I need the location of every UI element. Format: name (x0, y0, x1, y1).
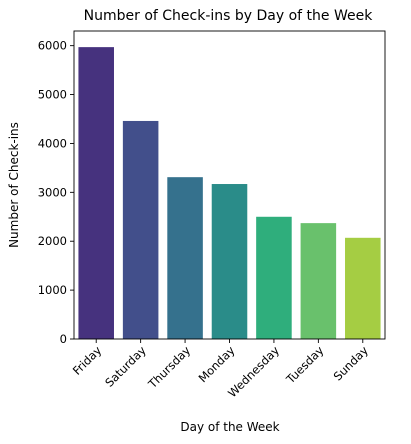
y-tick-label: 0 (60, 332, 67, 346)
y-tick-label: 6000 (38, 39, 67, 53)
y-tick-label: 2000 (38, 234, 67, 248)
bar-thursday (167, 177, 203, 339)
y-axis-ticks: 0 1000 2000 3000 4000 5000 6000 (38, 39, 74, 346)
y-axis-label: Number of Check-ins (7, 122, 21, 248)
bar-tuesday (300, 223, 337, 339)
bar-saturday (122, 120, 159, 339)
chart-title: Number of Check-ins by Day of the Week (84, 8, 374, 24)
bar-sunday (345, 237, 381, 339)
x-tick-label: Sunday (331, 343, 371, 383)
x-axis-label: Day of the Week (180, 420, 279, 434)
bar-wednesday (256, 216, 292, 339)
y-tick-label: 3000 (38, 185, 67, 199)
plot-frame (73, 30, 386, 340)
bar-monday (211, 184, 248, 339)
x-tick-label: Saturday (102, 343, 149, 390)
x-tick-label: Thursday (145, 343, 194, 392)
y-tick-label: 4000 (38, 136, 67, 150)
x-tick-label: Monday (196, 343, 238, 385)
x-tick-label: Friday (70, 343, 105, 378)
y-tick-label: 1000 (38, 283, 67, 297)
bar-friday (78, 47, 114, 340)
y-tick-label: 5000 (38, 88, 67, 102)
x-tick-label: Tuesday (283, 343, 327, 387)
bars-group (78, 47, 381, 340)
